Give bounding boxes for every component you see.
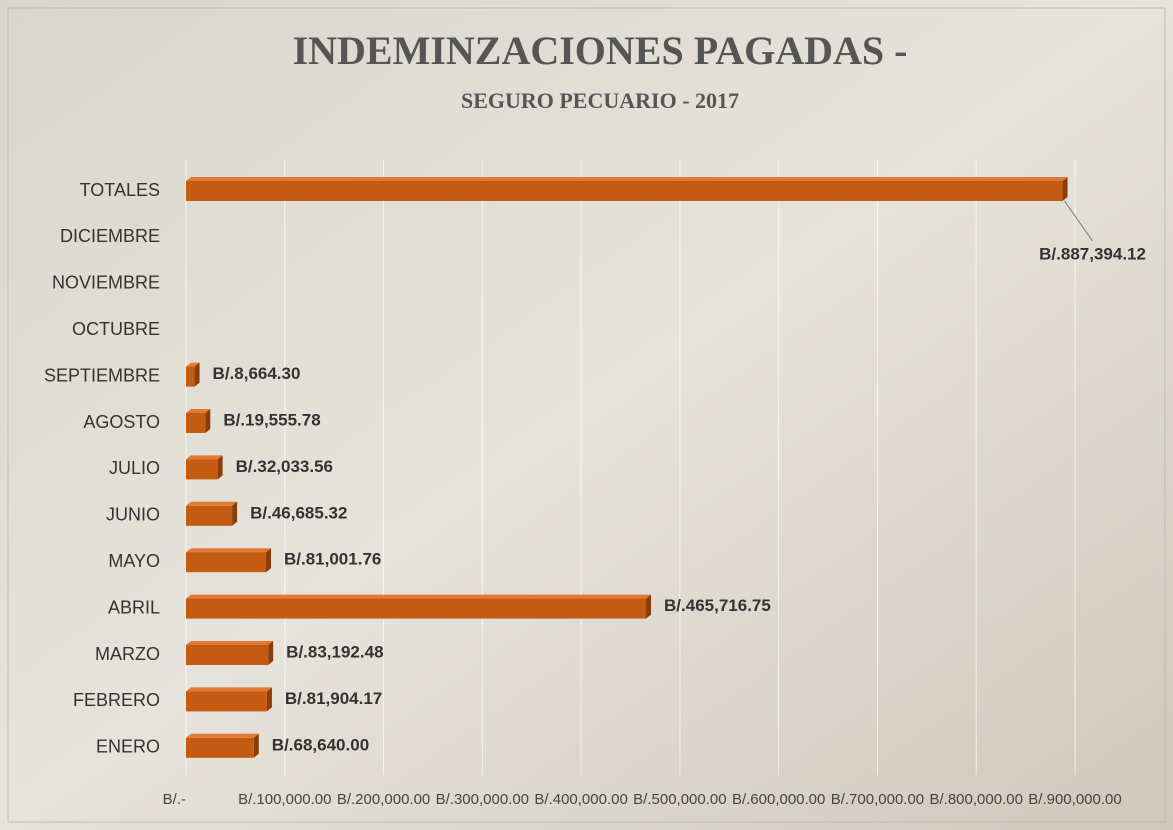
bar-top: [186, 177, 1068, 181]
bar-side: [268, 641, 274, 665]
x-tick-label: B/.400,000.00: [534, 791, 627, 808]
bar: [186, 366, 195, 387]
value-label: B/.46,685.32: [250, 503, 347, 522]
bar-side: [253, 733, 259, 758]
value-label: B/.81,904.17: [285, 689, 382, 708]
value-label: B/.83,192.48: [286, 642, 383, 661]
bar: [186, 505, 233, 526]
bar-side: [266, 548, 272, 573]
y-tick-label: ENERO: [96, 737, 160, 757]
bar-side: [1062, 177, 1068, 201]
bar-side: [205, 409, 211, 433]
bar: [186, 181, 1063, 201]
bar-top: [186, 501, 238, 506]
value-label: B/.8,664.30: [213, 364, 301, 383]
bar-top: [186, 687, 272, 692]
y-tick-label: ABRIL: [108, 597, 160, 617]
x-tick-label: B/.800,000.00: [930, 791, 1023, 808]
y-tick-label: MARZO: [95, 644, 160, 664]
x-tick-label: B/.200,000.00: [337, 791, 430, 808]
bar-top: [186, 409, 211, 413]
leader-line: [1064, 200, 1093, 242]
x-tick-label: B/.700,000.00: [831, 791, 924, 808]
bar-side: [646, 594, 652, 619]
x-tick-label: B/.600,000.00: [732, 791, 825, 808]
bar: [186, 413, 206, 433]
bar-side: [232, 501, 238, 526]
y-tick-label: JUNIO: [106, 505, 160, 525]
value-label: B/.19,555.78: [223, 410, 320, 429]
value-label: B/.81,001.76: [284, 550, 381, 569]
bar: [186, 459, 218, 480]
bar-side: [194, 362, 200, 387]
bar-side: [266, 687, 272, 712]
x-tick-label: B/.300,000.00: [436, 791, 529, 808]
x-tick-label: B/.500,000.00: [633, 791, 726, 808]
bar-top: [186, 548, 272, 553]
bar-top: [186, 594, 652, 599]
y-tick-label: SEPTIEMBRE: [44, 365, 160, 385]
frame: [7, 7, 1166, 823]
bar-top: [186, 641, 274, 645]
bar-top: [186, 362, 200, 367]
chart-subtitle: SEGURO PECUARIO - 2017: [461, 88, 739, 113]
bar: [186, 552, 267, 573]
x-tick-label: B/.100,000.00: [238, 791, 331, 808]
x-tick-label: B/.900,000.00: [1028, 791, 1121, 808]
x-tick-label: B/.-: [163, 791, 186, 808]
value-label: B/.465,716.75: [664, 596, 771, 615]
chart-title: INDEMINZACIONES PAGADAS -: [293, 28, 908, 73]
y-tick-label: OCTUBRE: [72, 319, 160, 339]
bar-top: [186, 455, 223, 460]
y-tick-label: JULIO: [109, 458, 160, 478]
bar: [186, 598, 647, 619]
value-label: B/.32,033.56: [236, 457, 333, 476]
bar: [186, 737, 254, 758]
value-label: B/.887,394.12: [1039, 244, 1146, 263]
bar: [186, 691, 267, 712]
bar-top: [186, 733, 259, 738]
y-tick-label: NOVIEMBRE: [52, 273, 160, 293]
bar: [186, 645, 269, 665]
y-tick-label: TOTALES: [80, 180, 160, 200]
y-tick-label: MAYO: [108, 551, 160, 571]
bar-side: [217, 455, 223, 480]
y-tick-label: DICIEMBRE: [60, 226, 160, 246]
y-tick-label: AGOSTO: [83, 412, 160, 432]
value-label: B/.68,640.00: [272, 735, 369, 754]
y-tick-label: FEBRERO: [73, 690, 160, 710]
